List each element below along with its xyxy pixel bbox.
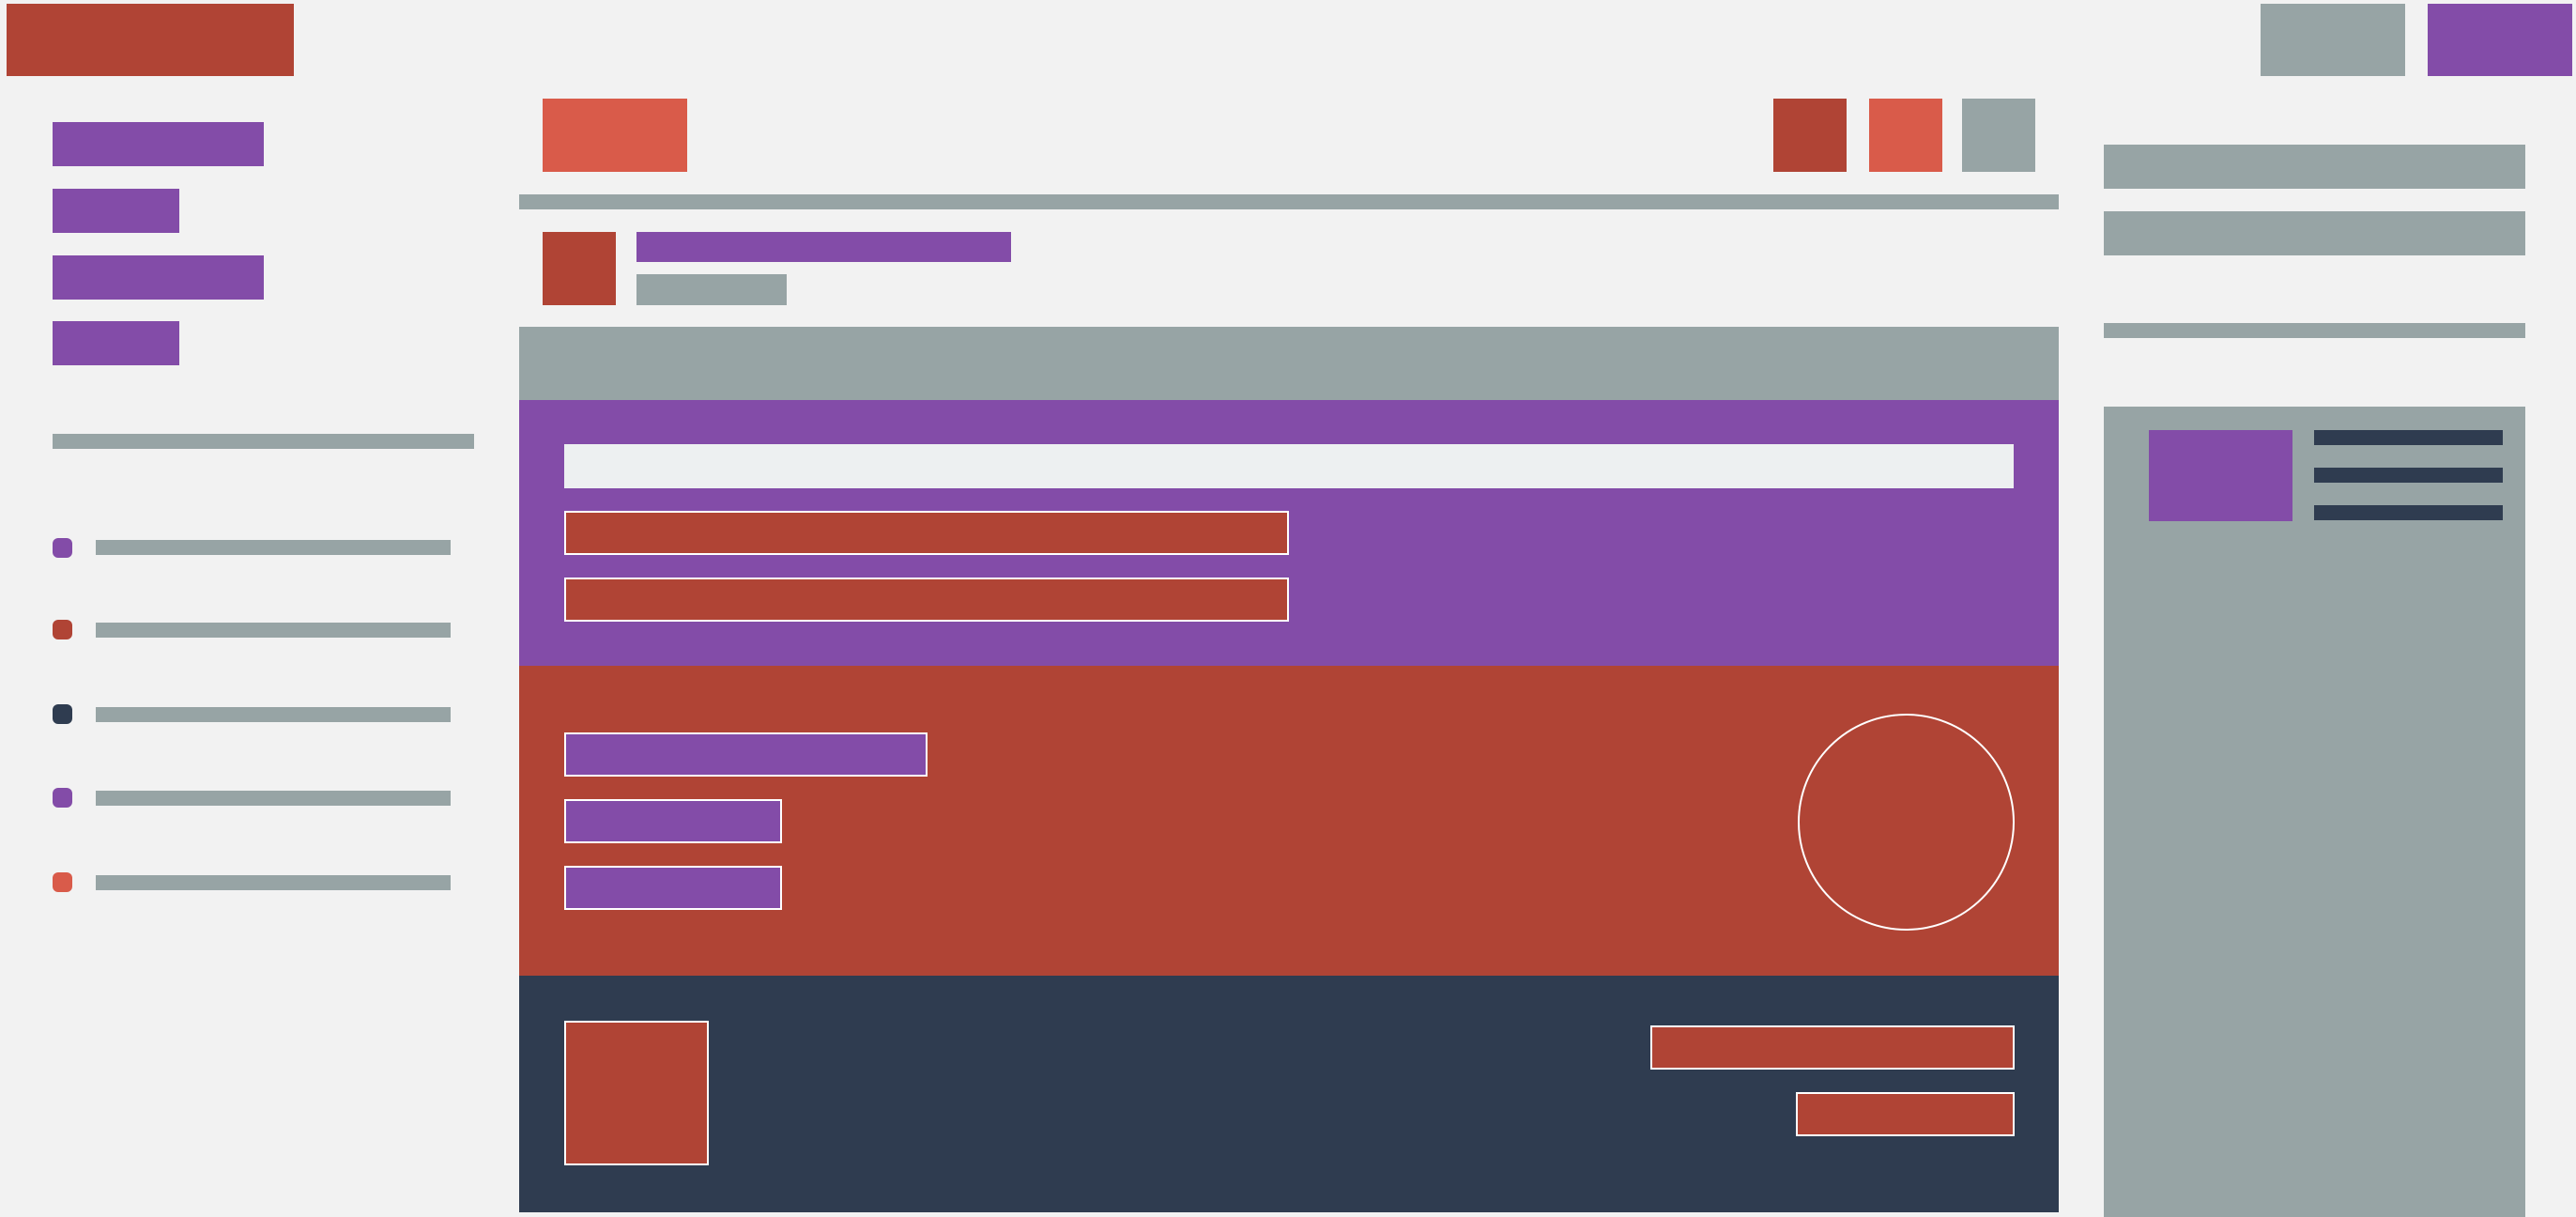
sidebar-nav-item-2[interactable] [53, 189, 179, 233]
status-dot [53, 620, 72, 639]
content-header-band [519, 327, 2059, 400]
app-logo [7, 4, 294, 76]
right-panel-button-1[interactable] [2104, 145, 2525, 189]
primary-header-button[interactable] [2428, 4, 2572, 76]
toolbar-button-3[interactable] [1962, 99, 2035, 172]
footer-action-button-2[interactable] [1796, 1092, 2015, 1136]
main-primary-action-button[interactable] [543, 99, 687, 172]
footer-thumbnail [564, 1021, 709, 1165]
details-panel-thumbnail [2149, 430, 2292, 521]
footer-section [519, 976, 2059, 1212]
right-panel-button-2[interactable] [2104, 211, 2525, 255]
record-title [636, 232, 1011, 262]
sidebar-nav-item-1[interactable] [53, 122, 264, 166]
status-list-item[interactable] [96, 875, 451, 890]
status-list-item[interactable] [96, 791, 451, 806]
status-list-item[interactable] [96, 707, 451, 722]
footer-action-button-1[interactable] [1650, 1025, 2015, 1070]
status-dot [53, 704, 72, 724]
status-list-item[interactable] [96, 623, 451, 638]
option-button-2[interactable] [564, 799, 782, 843]
toolbar-divider [519, 194, 2059, 209]
details-panel-line [2314, 505, 2503, 520]
circular-action-button[interactable] [1798, 714, 2015, 931]
search-input[interactable] [564, 444, 2014, 488]
details-panel [2104, 407, 2525, 1217]
sidebar-nav-item-4[interactable] [53, 321, 179, 365]
options-section [519, 666, 2059, 976]
toolbar-button-2[interactable] [1869, 99, 1942, 172]
status-list-item[interactable] [96, 540, 451, 555]
sidebar-nav-item-3[interactable] [53, 255, 264, 300]
status-dot [53, 538, 72, 558]
option-button-1[interactable] [564, 732, 928, 777]
secondary-header-button[interactable] [2261, 4, 2405, 76]
right-panel-divider [2104, 323, 2525, 338]
status-dot [53, 788, 72, 808]
sidebar-divider [53, 434, 474, 449]
toolbar-button-1[interactable] [1773, 99, 1847, 172]
status-dot [53, 872, 72, 892]
form-section [519, 400, 2059, 666]
details-panel-line [2314, 468, 2503, 483]
option-button-3[interactable] [564, 866, 782, 910]
record-avatar [543, 232, 616, 305]
details-panel-line [2314, 430, 2503, 445]
form-field-2[interactable] [564, 578, 1289, 622]
record-subtitle [636, 274, 787, 305]
form-field-1[interactable] [564, 511, 1289, 555]
